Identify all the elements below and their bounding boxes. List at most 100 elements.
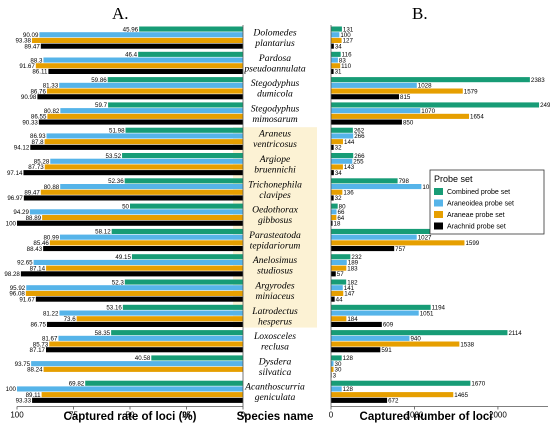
count-bar-acanthoscurria-geniculata-s2 [331,386,342,392]
rate-bar-parasteatoda-tepidariorum-s3 [49,240,244,246]
count-label-trichonephila-clavipes-s4: 32 [335,195,342,202]
count-bar-acanthoscurria-geniculata-s1 [331,380,471,386]
rate-label-argiope-bruennichi-s2: 85.28 [34,159,50,166]
count-label-loxosceles-reclusa-s4: 591 [381,347,392,354]
legend-title: Probe set [434,174,473,184]
rate-label-loxosceles-reclusa-s3: 85.73 [33,341,49,348]
count-label-stegodyphus-mimosarum-s1: 2493 [540,102,550,109]
count-bar-araneus-ventricosus-s2 [331,133,354,139]
rate-label-dolomedes-plantarius-s3: 93.38 [15,38,31,45]
legend-item-arachnid-probe-set: Arachnid probe set [447,224,506,231]
count-bar-argiope-bruennichi-s2 [331,158,353,164]
count-bar-stegodyphus-mimosarum-s4 [331,119,402,125]
rate-bar-stegodyphus-dumicola-s3 [46,88,244,94]
panel-b-x-axis-title: Captured number of loci [360,411,493,423]
legend-item-araneae-probe-set: Araneae probe set [447,212,505,219]
count-bar-stegodyphus-mimosarum-s1 [331,102,540,108]
panel-b-capture-number-chart: 1311001273411683110312383102815798152493… [329,25,550,420]
count-label-anelosimus-studiosus-s3: 183 [347,265,358,272]
count-label-argiope-bruennichi-s1: 266 [354,153,365,160]
count-label-dysdera-silvatica-s4: 3 [333,372,337,379]
count-bar-parasteatoda-tepidariorum-s4 [331,246,395,252]
rate-label-argyrodes-miniaceus-s3: 96.08 [9,291,25,298]
rate-bar-pardosa-pseudoannulata-s2 [43,57,243,63]
count-label-dolomedes-plantarius-s2: 100 [340,32,351,39]
rate-bar-araneus-ventricosus-s1 [125,127,243,133]
species-genus-stegodyphus-mimosarum: Stegodyphus [251,103,300,114]
rate-bar-acanthoscurria-geniculata-s2 [17,386,243,392]
rate-label-argiope-bruennichi-s4: 97.14 [7,170,23,177]
count-bar-latrodectus-hesperus-s1 [331,304,431,310]
species-epithet-anelosimus-studiosus: studiosus [257,266,293,277]
rate-label-pardosa-pseudoannulata-s4: 86.11 [32,69,48,76]
panel-a-tick-label-75: 75 [69,411,78,420]
count-bar-latrodectus-hesperus-s2 [331,310,419,316]
count-bar-acanthoscurria-geniculata-s4 [331,397,388,403]
count-bar-argiope-bruennichi-s4 [331,170,334,176]
species-genus-loxosceles-reclusa: Loxosceles [253,331,296,342]
panel-a-tick-label-100: 100 [10,411,24,420]
rate-bar-pardosa-pseudoannulata-s4 [48,68,243,74]
rate-bar-pardosa-pseudoannulata-s1 [138,51,243,57]
rate-label-argiope-bruennichi-s3: 87.73 [28,164,44,171]
rate-label-stegodyphus-dumicola-s2: 81.33 [43,83,59,90]
count-label-stegodyphus-dumicola-s2: 1028 [418,83,432,90]
panel-b-tick-label-1000: 1000 [406,411,424,420]
panel-a-tick-label-0: 0 [241,411,246,420]
rate-label-dysdera-silvatica-s3: 88.24 [27,367,43,374]
count-bar-dolomedes-plantarius-s4 [331,43,334,49]
rate-bar-stegodyphus-dumicola-s2 [59,82,243,88]
count-bar-anelosimus-studiosus-s4 [331,271,336,277]
rate-bar-oedothorax-gibbosus-s3 [42,215,244,221]
count-bar-loxosceles-reclusa-s2 [331,335,410,341]
rate-label-loxosceles-reclusa-s1: 58.35 [95,330,111,337]
rate-label-stegodyphus-dumicola-s4: 90.98 [21,94,37,101]
count-bar-trichonephila-clavipes-s1 [331,178,398,184]
species-axis-title: Species name [237,411,314,423]
rate-bar-latrodectus-hesperus-s4 [46,321,243,327]
rate-label-stegodyphus-dumicola-s1: 59.86 [91,77,107,84]
count-bar-dolomedes-plantarius-s3 [331,37,342,43]
rate-bar-stegodyphus-dumicola-s4 [37,94,244,100]
rate-label-acanthoscurria-geniculata-s4: 93.33 [16,398,32,405]
rate-bar-dysdera-silvatica-s2 [31,361,243,367]
count-bar-oedothorax-gibbosus-s4 [331,220,333,226]
count-label-loxosceles-reclusa-s3: 1538 [460,341,474,348]
panel-b-tick-label-0: 0 [329,411,334,420]
rate-label-dysdera-silvatica-s2: 93.75 [15,361,31,368]
count-bar-dysdera-silvatica-s3 [331,366,334,372]
rate-bar-argiope-bruennichi-s4 [23,170,244,176]
count-bar-trichonephila-clavipes-s3 [331,189,343,195]
rate-label-trichonephila-clavipes-s1: 52.36 [108,178,124,185]
count-bar-oedothorax-gibbosus-s3 [331,215,337,221]
rate-bar-loxosceles-reclusa-s4 [45,347,243,353]
count-label-argyrodes-miniaceus-s3: 147 [344,291,355,298]
count-label-acanthoscurria-geniculata-s1: 1670 [471,381,485,388]
count-bar-argyrodes-miniaceus-s3 [331,290,344,296]
legend-swatch-4 [434,222,443,230]
species-genus-argyrodes-miniaceus: Argyrodes [254,281,295,292]
panel-a-x-axis-title: Captured rate of loci (%) [64,411,197,423]
rate-bar-loxosceles-reclusa-s2 [58,335,244,341]
count-label-parasteatoda-tepidariorum-s2: 1027 [418,234,432,241]
rate-bar-stegodyphus-mimosarum-s1 [108,102,243,108]
legend-swatch-1 [434,188,443,195]
count-bar-dolomedes-plantarius-s2 [331,32,340,38]
species-genus-stegodyphus-dumicola: Stegodyphus [251,78,300,89]
count-bar-stegodyphus-dumicola-s2 [331,82,417,88]
count-label-argiope-bruennichi-s3: 143 [344,164,355,171]
rate-bar-oedothorax-gibbosus-s4 [17,220,243,226]
rate-bar-anelosimus-studiosus-s2 [33,259,244,265]
count-bar-araneus-ventricosus-s4 [331,144,334,150]
rate-bar-dolomedes-plantarius-s4 [40,43,244,49]
count-bar-argiope-bruennichi-s1 [331,153,354,159]
rate-bar-anelosimus-studiosus-s1 [131,254,243,260]
count-bar-stegodyphus-dumicola-s4 [331,94,400,100]
rate-label-dolomedes-plantarius-s4: 89.47 [24,43,40,50]
rate-bar-dysdera-silvatica-s1 [151,355,243,361]
count-label-dysdera-silvatica-s2: 30 [335,361,342,368]
panel-a-capture-rate-chart: 45.9690.0993.3889.4746.488.391.6786.1159… [4,25,246,420]
rate-label-parasteatoda-tepidariorum-s4: 88.43 [27,246,43,253]
count-label-parasteatoda-tepidariorum-s3: 1599 [465,240,479,247]
species-epithet-dolomedes-plantarius: plantarius [254,38,295,49]
